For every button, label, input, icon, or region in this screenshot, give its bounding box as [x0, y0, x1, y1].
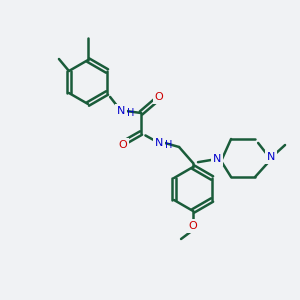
Text: N: N — [267, 152, 275, 162]
Text: N: N — [213, 154, 221, 164]
Text: N: N — [155, 138, 163, 148]
Text: N: N — [117, 106, 125, 116]
Text: H: H — [127, 108, 134, 118]
Text: O: O — [119, 140, 128, 150]
Text: O: O — [189, 221, 197, 231]
Text: O: O — [155, 92, 164, 102]
Text: H: H — [165, 140, 172, 150]
